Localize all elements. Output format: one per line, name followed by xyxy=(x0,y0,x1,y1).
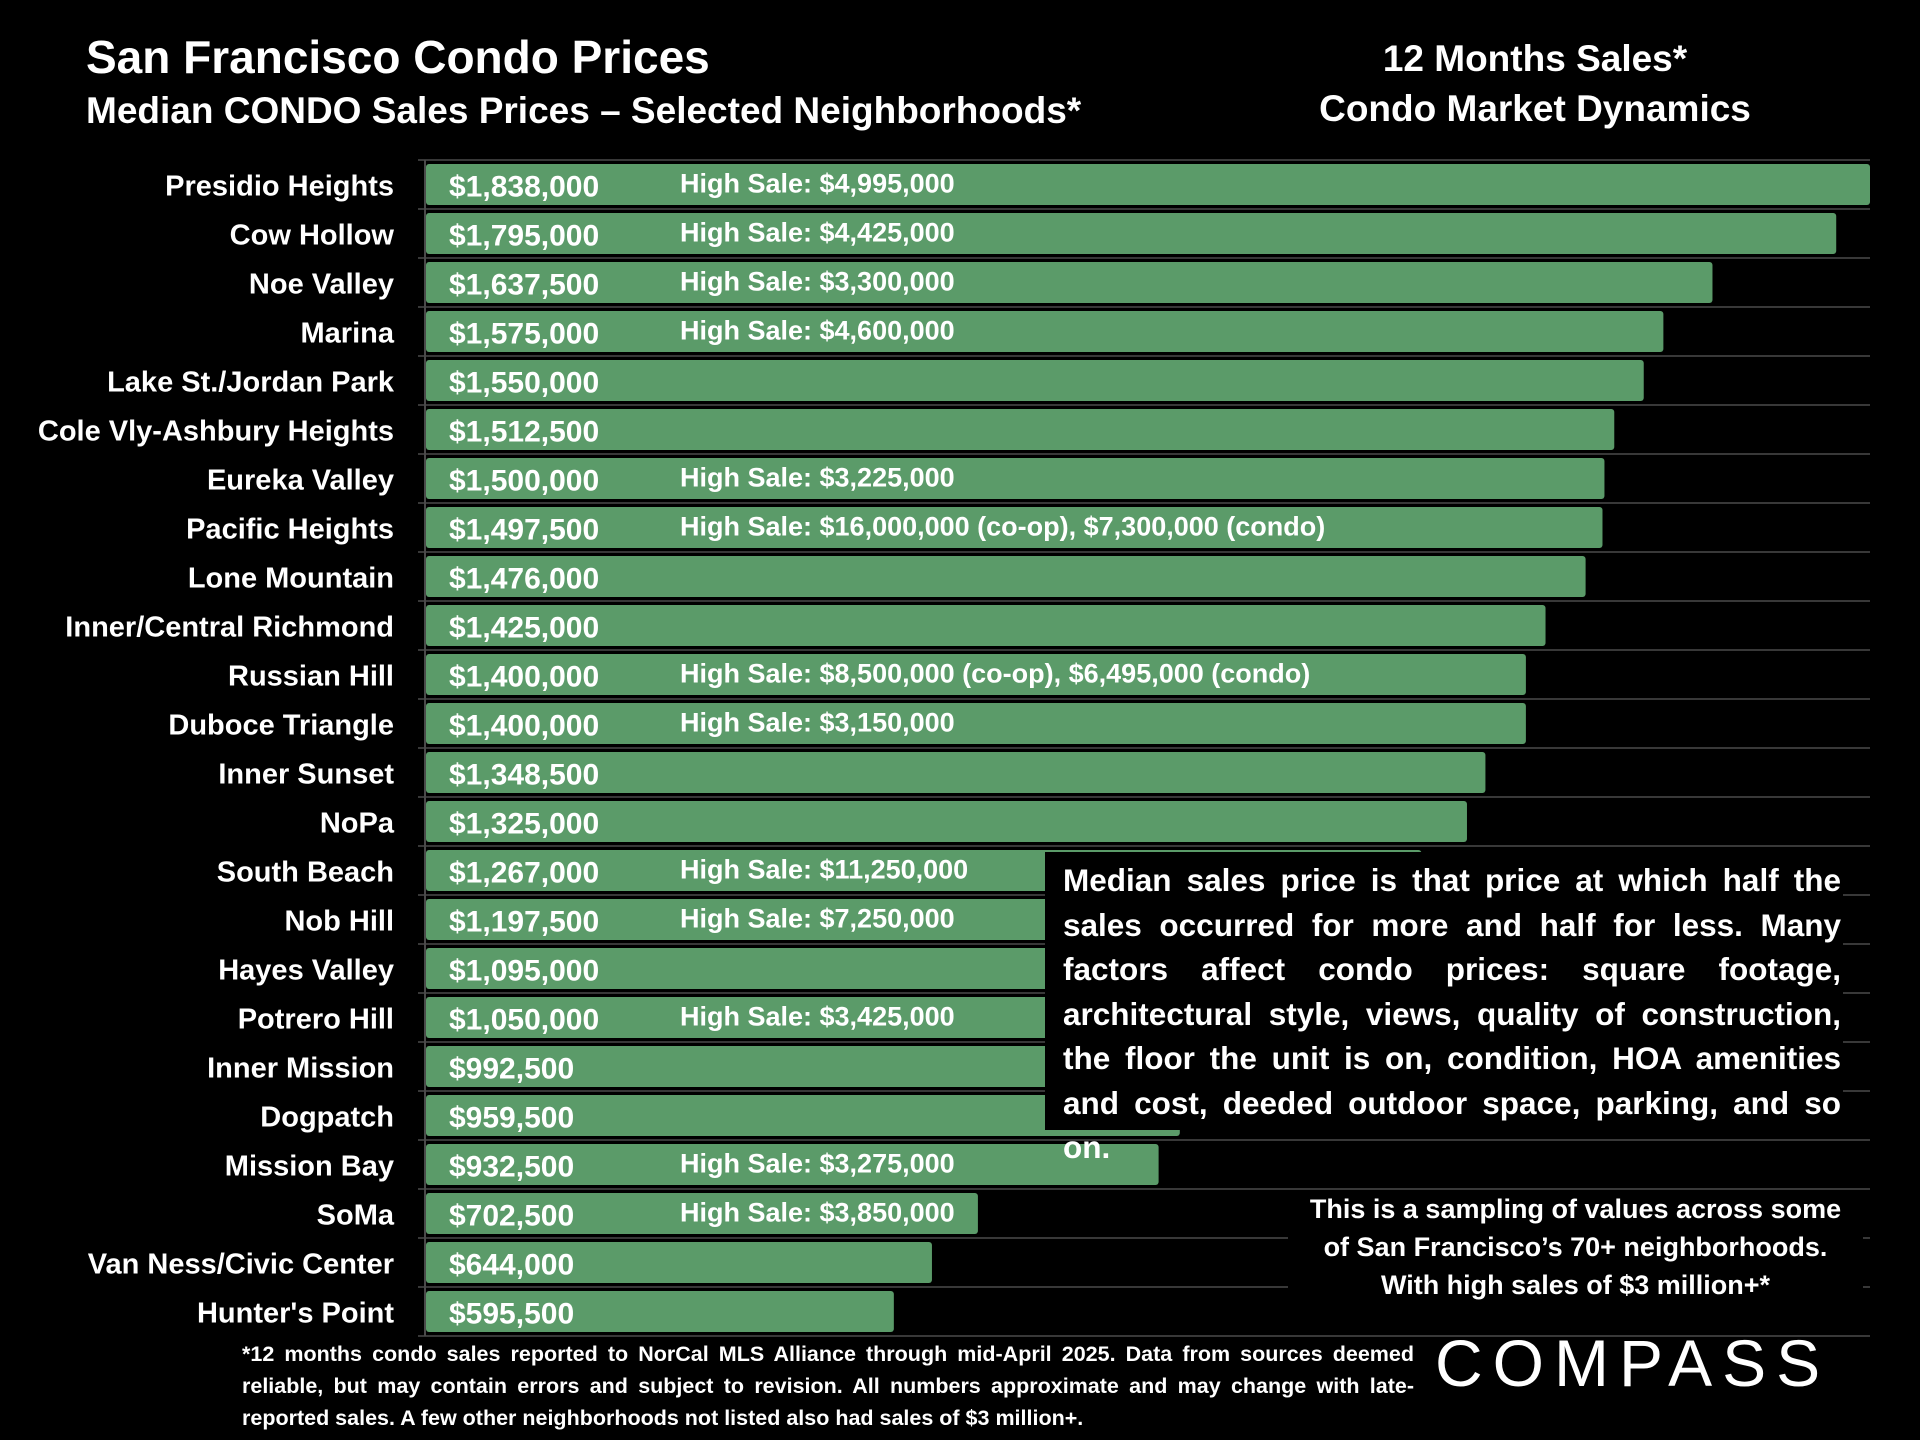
category-label: Lake St./Jordan Park xyxy=(107,367,395,399)
value-label: $1,197,500 xyxy=(449,906,599,939)
value-label: $1,425,000 xyxy=(449,612,599,645)
category-label: Inner Sunset xyxy=(218,759,394,791)
high-sale-label: High Sale: $3,275,000 xyxy=(680,1149,955,1179)
bar xyxy=(426,1046,1206,1087)
category-label: Cow Hollow xyxy=(230,220,395,252)
value-label: $1,400,000 xyxy=(449,661,599,694)
compass-logo-text: COMPASS xyxy=(1435,1328,1830,1398)
sampling-line-1: This is a sampling of values across some xyxy=(1309,1194,1842,1224)
category-label: Hayes Valley xyxy=(218,955,394,987)
value-label: $1,476,000 xyxy=(449,563,599,596)
category-label: Inner/Central Richmond xyxy=(65,612,394,644)
bar xyxy=(426,801,1467,842)
value-label: $1,050,000 xyxy=(449,1004,599,1037)
value-label: $1,550,000 xyxy=(449,367,599,400)
high-sale-label: High Sale: $3,150,000 xyxy=(680,708,955,738)
category-label: South Beach xyxy=(217,857,394,889)
sampling-note: This is a sampling of values across some… xyxy=(1288,1190,1863,1306)
bar xyxy=(426,1242,932,1283)
chart-subtitle: Median CONDO Sales Prices – Selected Nei… xyxy=(86,90,1082,131)
value-label: $959,500 xyxy=(449,1102,574,1135)
bar xyxy=(426,703,1526,744)
footnote: *12 months condo sales reported to NorCa… xyxy=(242,1342,1414,1430)
category-label: Van Ness/Civic Center xyxy=(88,1249,394,1281)
high-sale-label: High Sale: $4,995,000 xyxy=(680,169,955,199)
bar xyxy=(426,311,1664,352)
bar xyxy=(426,1291,894,1332)
high-sale-label: High Sale: $7,250,000 xyxy=(680,904,955,934)
bar xyxy=(426,1095,1180,1136)
value-label: $595,500 xyxy=(449,1298,574,1331)
bar xyxy=(426,409,1615,450)
category-label: Mission Bay xyxy=(225,1151,394,1183)
bar xyxy=(426,262,1713,303)
value-label: $1,500,000 xyxy=(449,465,599,498)
bar xyxy=(426,164,1870,205)
value-label: $1,795,000 xyxy=(449,220,599,253)
category-label: SoMa xyxy=(317,1200,395,1232)
category-label: Presidio Heights xyxy=(165,171,394,203)
high-sale-label: High Sale: $16,000,000 (co-op), $7,300,0… xyxy=(680,512,1325,542)
value-label: $1,095,000 xyxy=(449,955,599,988)
category-label: Eureka Valley xyxy=(207,465,394,497)
sampling-line-3: With high sales of $3 million+* xyxy=(1380,1270,1771,1300)
category-label: Marina xyxy=(301,318,395,350)
high-sale-label: High Sale: $4,600,000 xyxy=(680,316,955,346)
high-sale-label: High Sale: $3,300,000 xyxy=(680,267,955,297)
high-sale-label: High Sale: $8,500,000 (co-op), $6,495,00… xyxy=(680,659,1310,689)
value-label: $702,500 xyxy=(449,1200,574,1233)
category-label: Duboce Triangle xyxy=(168,710,394,742)
category-label: Inner Mission xyxy=(207,1053,394,1085)
bar xyxy=(426,752,1486,793)
bar xyxy=(426,1144,1159,1185)
value-label: $1,267,000 xyxy=(449,857,599,890)
value-label: $1,400,000 xyxy=(449,710,599,743)
bar xyxy=(426,997,1251,1038)
category-label: Dogpatch xyxy=(260,1102,394,1134)
category-label: Lone Mountain xyxy=(188,563,394,595)
value-label: $1,838,000 xyxy=(449,171,599,204)
value-label: $644,000 xyxy=(449,1249,574,1282)
category-label: Hunter's Point xyxy=(197,1298,394,1330)
bar xyxy=(426,654,1526,695)
bar xyxy=(426,1193,978,1234)
value-label: $1,348,500 xyxy=(449,759,599,792)
value-label: $1,497,500 xyxy=(449,514,599,547)
category-label: Noe Valley xyxy=(249,269,394,301)
bar xyxy=(426,458,1605,499)
bar xyxy=(426,360,1644,401)
high-sale-label: High Sale: $4,425,000 xyxy=(680,218,955,248)
category-label: Nob Hill xyxy=(284,906,394,938)
value-label: $932,500 xyxy=(449,1151,574,1184)
category-label: Russian Hill xyxy=(228,661,394,693)
bar xyxy=(426,605,1546,646)
compass-logo: COMPASS xyxy=(1435,1328,1830,1398)
market-dynamics-title: Condo Market Dynamics xyxy=(1319,88,1751,129)
category-label: Pacific Heights xyxy=(186,514,394,546)
bar xyxy=(426,213,1837,254)
category-label: NoPa xyxy=(320,808,395,840)
sampling-line-2: of San Francisco’s 70+ neighborhoods. xyxy=(1323,1232,1828,1262)
value-label: $1,575,000 xyxy=(449,318,599,351)
value-label: $1,325,000 xyxy=(449,808,599,841)
median-explanation-note: Median sales price is that price at whic… xyxy=(1045,852,1843,1165)
category-label: Cole Vly-Ashbury Heights xyxy=(38,416,394,448)
high-sale-label: High Sale: $3,225,000 xyxy=(680,463,955,493)
high-sale-label: High Sale: $3,425,000 xyxy=(680,1002,955,1032)
bar xyxy=(426,507,1603,548)
value-label: $1,512,500 xyxy=(449,416,599,449)
value-label: $1,637,500 xyxy=(449,269,599,302)
bar xyxy=(426,556,1586,597)
value-label: $992,500 xyxy=(449,1053,574,1086)
chart-title: San Francisco Condo Prices xyxy=(86,31,710,83)
high-sale-label: High Sale: $11,250,000 xyxy=(680,855,968,885)
category-label: Potrero Hill xyxy=(238,1004,394,1036)
high-sale-label: High Sale: $3,850,000 xyxy=(680,1198,955,1228)
period-title: 12 Months Sales* xyxy=(1382,38,1688,79)
